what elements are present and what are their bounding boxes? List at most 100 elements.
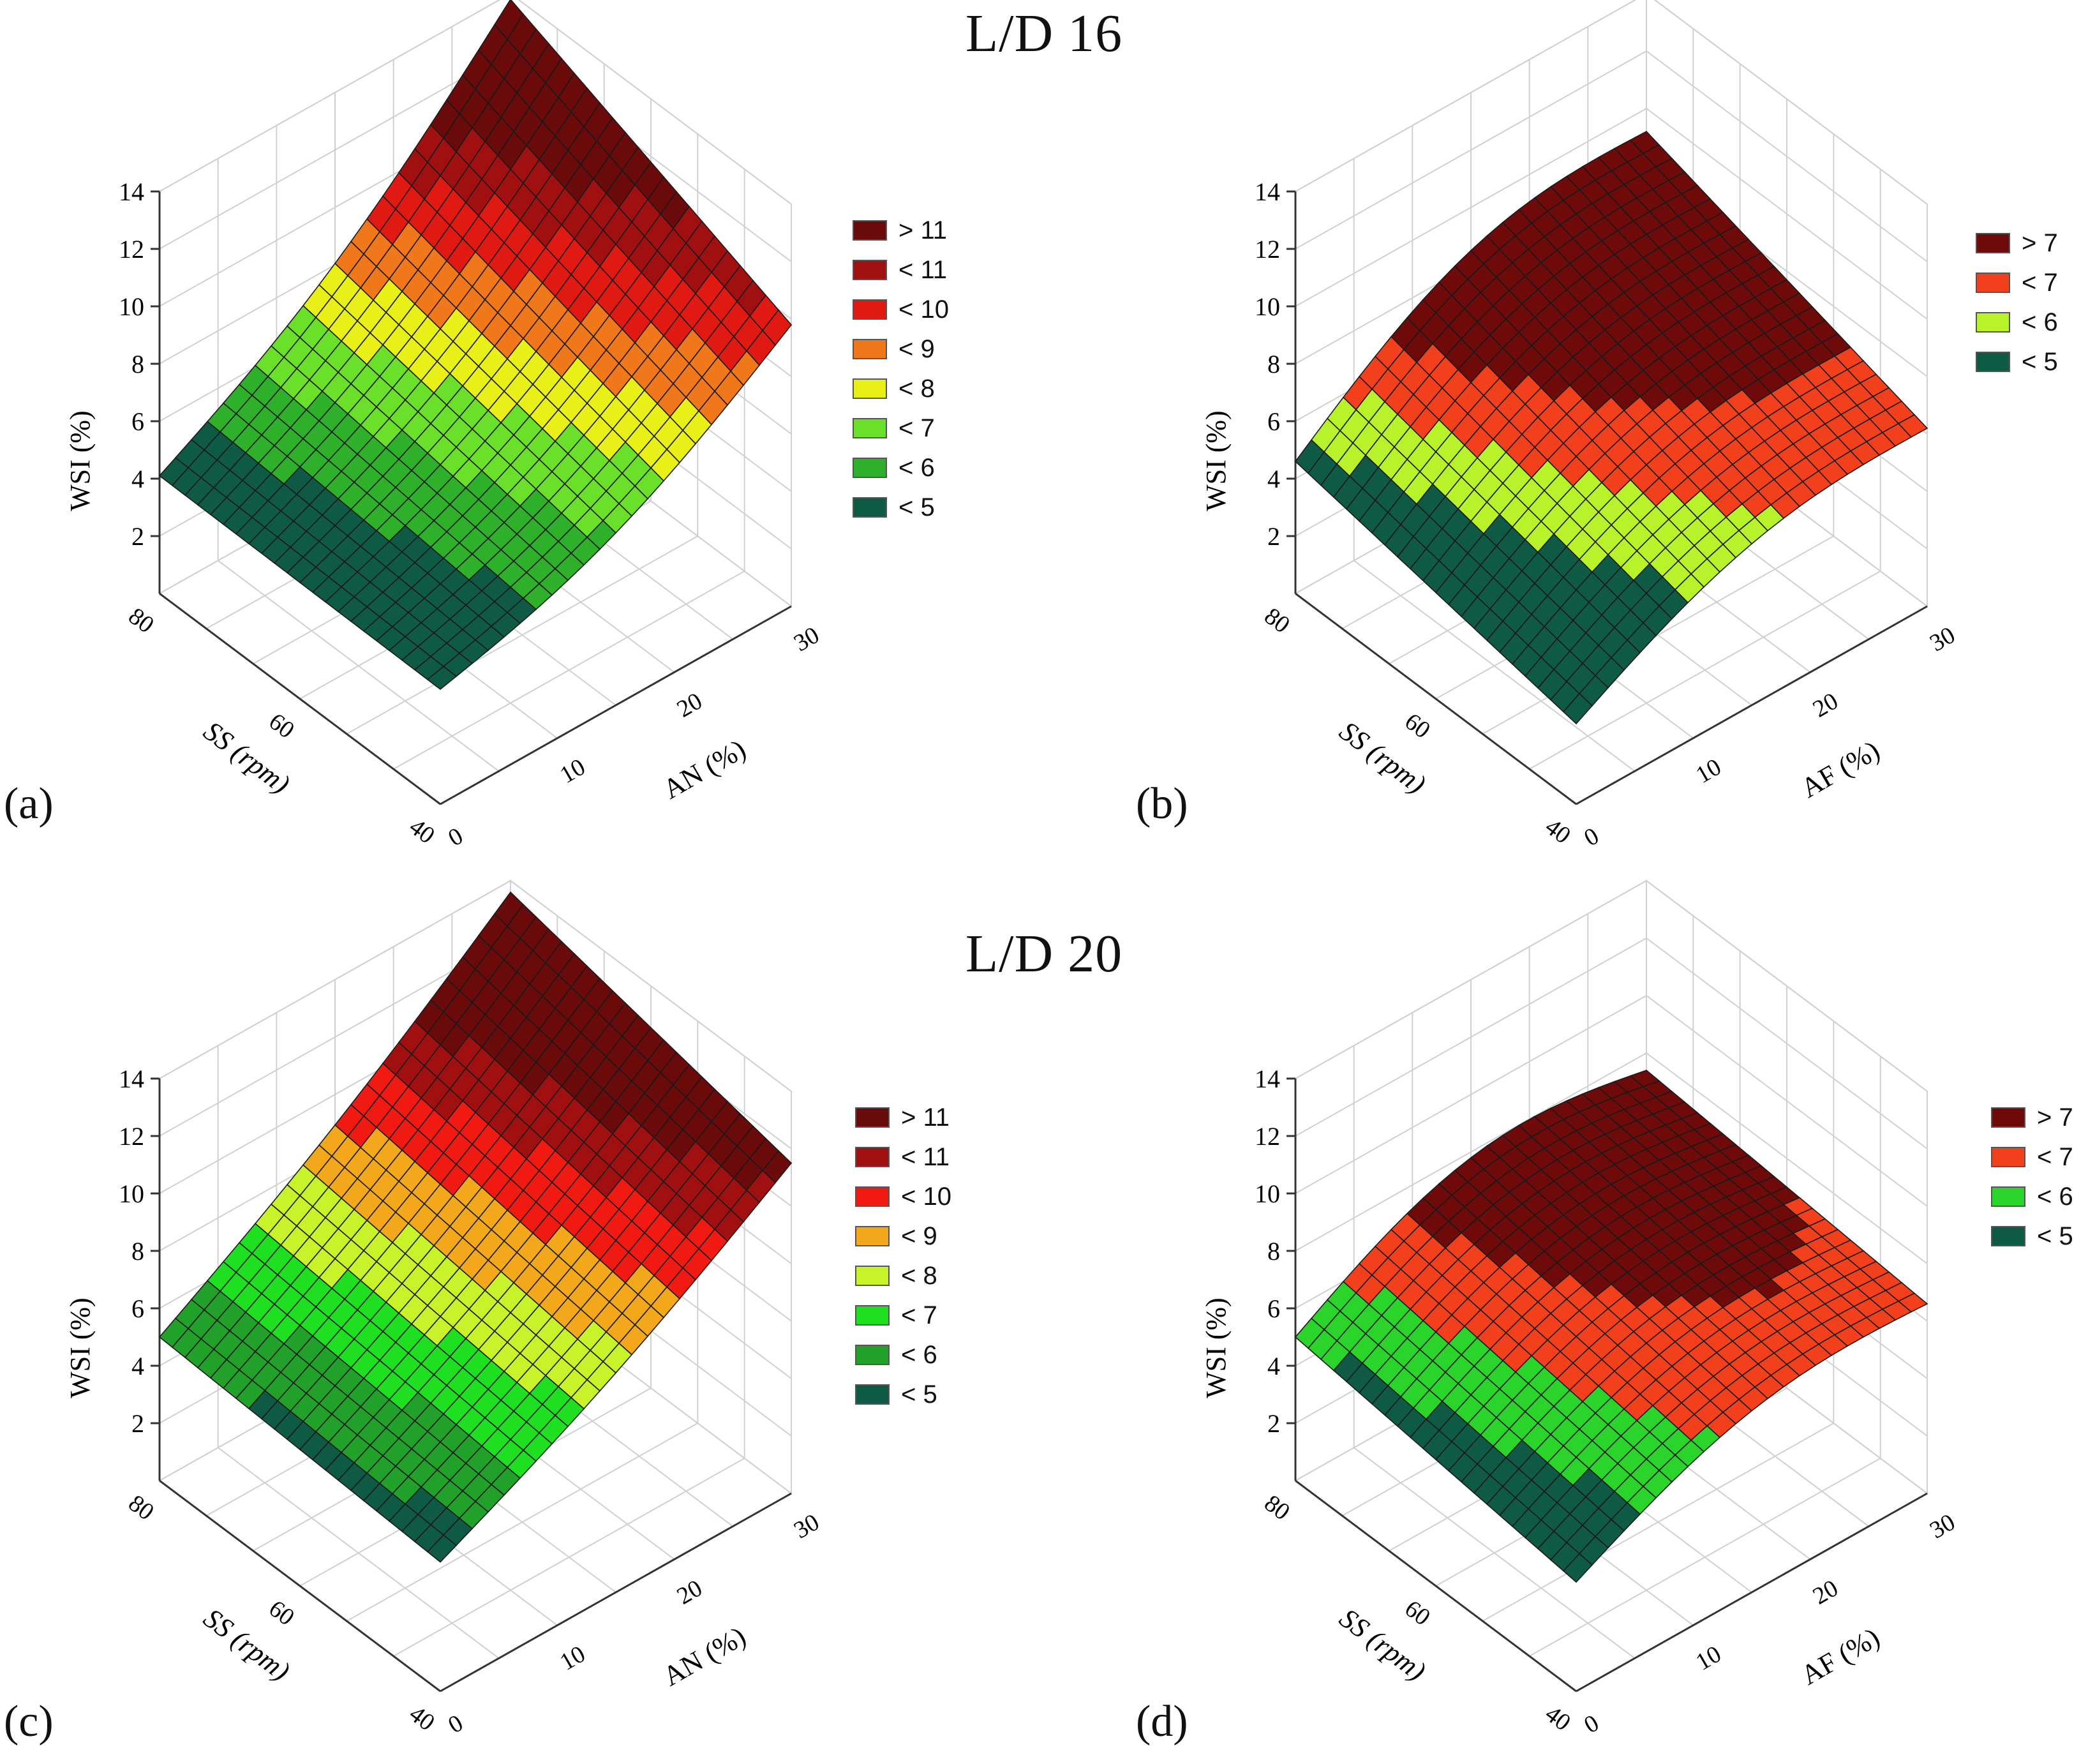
- legend-swatch: [855, 1345, 890, 1365]
- z-tick-label: 10: [1255, 1179, 1280, 1208]
- legend-d: > 7 < 7 < 6 < 5: [1991, 1098, 2073, 1256]
- legend-label: < 7: [899, 414, 935, 442]
- surface-mesh: [1294, 1070, 1928, 1583]
- x-tick-label: 20: [1808, 687, 1843, 722]
- y-tick-label: 40: [404, 1700, 440, 1736]
- legend-label: < 5: [901, 1380, 937, 1409]
- z-tick-label: 8: [1267, 350, 1280, 378]
- z-tick-label: 4: [131, 465, 144, 493]
- section-title-ld16: L/D 16: [965, 4, 1123, 63]
- legend-swatch: [853, 378, 887, 399]
- y-tick-label: 40: [404, 813, 440, 849]
- y-tick-label: 60: [1399, 708, 1435, 744]
- z-tick-label: 8: [1267, 1237, 1280, 1266]
- panel-label-a: (a): [4, 779, 54, 828]
- legend-item: < 8: [853, 369, 949, 408]
- legend-label: < 6: [899, 453, 935, 482]
- legend-item: < 6: [855, 1335, 951, 1375]
- legend-swatch: [855, 1107, 890, 1128]
- y-tick-label: 40: [1540, 813, 1576, 849]
- z-tick-label: 6: [131, 1294, 144, 1323]
- x-axis-line: [1576, 605, 1928, 805]
- legend-item: < 10: [855, 1177, 951, 1216]
- legend-item: < 9: [855, 1216, 951, 1256]
- legend-swatch: [855, 1384, 890, 1405]
- legend-swatch: [1976, 312, 2010, 333]
- legend-item: > 7: [1976, 223, 2058, 263]
- z-tick-label: 2: [1267, 1409, 1280, 1438]
- legend-item: < 11: [855, 1137, 951, 1177]
- z-tick-label: 12: [1255, 1122, 1280, 1151]
- surface-cell: [1562, 692, 1593, 725]
- legend-item: < 7: [1991, 1137, 2073, 1177]
- legend-item: < 11: [853, 250, 949, 290]
- legend-label: > 11: [899, 216, 947, 244]
- z-axis-label: WSI (%): [64, 410, 96, 511]
- legend-label: < 6: [901, 1340, 937, 1369]
- legend-swatch: [1991, 1186, 2025, 1207]
- z-tick-label: 4: [1267, 465, 1280, 493]
- y-axis-line: [1295, 1479, 1577, 1693]
- y-tick-label: 60: [264, 1595, 299, 1631]
- surface-mesh: [158, 891, 793, 1563]
- z-tick-label: 14: [1255, 177, 1280, 206]
- legend-b: > 7 < 7 < 6 < 5: [1976, 223, 2058, 382]
- y-axis-line: [159, 592, 441, 805]
- legend-swatch: [855, 1147, 890, 1167]
- y-tick-label: 80: [1259, 1490, 1295, 1525]
- z-tick-label: 10: [119, 1179, 144, 1208]
- x-tick-label: 0: [444, 1710, 467, 1739]
- surface-mesh: [158, 0, 793, 691]
- z-tick-label: 14: [119, 1065, 144, 1093]
- surface-mesh: [1294, 131, 1928, 725]
- x-axis-label: AN (%): [658, 733, 751, 805]
- x-tick-label: 10: [555, 1641, 590, 1676]
- legend-item: < 5: [1991, 1216, 2073, 1256]
- legend-label: < 8: [901, 1261, 937, 1290]
- x-tick-label: 30: [1925, 1509, 1960, 1544]
- legend-swatch: [853, 299, 887, 320]
- surface-cell: [1562, 1553, 1593, 1583]
- legend-label: < 7: [2037, 1142, 2073, 1171]
- legend-label: < 9: [901, 1222, 937, 1250]
- x-tick-label: 20: [673, 1574, 707, 1610]
- x-axis-line: [440, 1492, 792, 1693]
- z-tick-label: 6: [1267, 1294, 1280, 1323]
- legend-label: < 6: [2022, 308, 2058, 336]
- x-tick-label: 10: [1691, 754, 1726, 789]
- y-tick-label: 40: [1540, 1700, 1576, 1736]
- legend-label: > 7: [2037, 1103, 2073, 1132]
- y-axis-line: [1295, 592, 1577, 805]
- x-tick-label: 30: [789, 622, 824, 657]
- z-tick-label: 6: [1267, 407, 1280, 436]
- z-tick-label: 12: [119, 235, 144, 264]
- chart-panel-a: 2 4 6 8 10 12 14 WSI (%) 40 60 80 SS (rpm) 0 10 20 30 AN…: [0, 0, 1044, 852]
- legend-label: < 9: [899, 334, 935, 363]
- z-tick-label: 10: [119, 292, 144, 321]
- legend-swatch: [855, 1266, 890, 1286]
- legend-swatch: [1991, 1226, 2025, 1246]
- y-tick-label: 80: [123, 602, 159, 638]
- legend-label: < 10: [899, 295, 949, 324]
- legend-item: < 5: [1976, 342, 2058, 382]
- x-tick-label: 10: [555, 754, 590, 789]
- legend-item: < 10: [853, 290, 949, 329]
- x-tick-label: 20: [1808, 1574, 1843, 1610]
- legend-swatch: [853, 418, 887, 438]
- x-tick-label: 0: [444, 823, 467, 852]
- panel-label-b: (b): [1136, 779, 1188, 828]
- legend-swatch: [855, 1305, 890, 1326]
- legend-label: < 8: [899, 374, 935, 403]
- legend-swatch: [853, 339, 887, 359]
- legend-item: < 6: [1976, 303, 2058, 342]
- z-tick-label: 14: [1255, 1065, 1280, 1093]
- surface-cell: [426, 1534, 458, 1563]
- z-tick-label: 12: [119, 1122, 144, 1151]
- y-tick-label: 60: [1399, 1595, 1435, 1631]
- legend-item: < 6: [853, 448, 949, 488]
- chart-panel-b: 2 4 6 8 10 12 14 WSI (%) 40 60 80 SS (rpm) 0 10 20 30 AF…: [1136, 0, 2088, 852]
- legend-c: > 11 < 11 < 10 < 9 < 8 < 7 < 6 < 5: [855, 1098, 951, 1414]
